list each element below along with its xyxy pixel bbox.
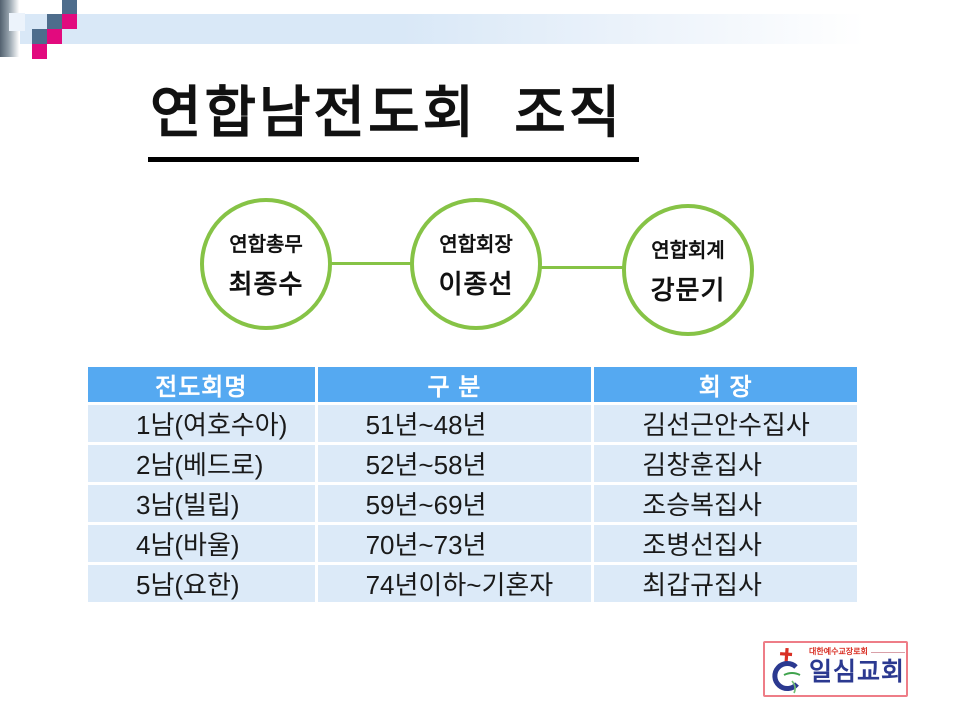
denomination-label: 대한예수교장로회 (809, 647, 868, 656)
page-title: 연합남전도회 조직 (148, 68, 640, 162)
cell-group-name: 5남(요한) (88, 565, 315, 602)
table-row: 4남(바울) 70년~73년 조병선집사 (88, 525, 857, 562)
cell-president: 조병선집사 (594, 525, 857, 562)
org-node-treasurer: 연합회계 강문기 (622, 204, 754, 336)
deco-square-slate (47, 14, 62, 29)
deco-square-magenta (62, 14, 77, 29)
org-connector-line (538, 266, 626, 269)
denomination-underline (870, 651, 905, 653)
deco-square-slate (32, 29, 47, 44)
cell-president: 김창훈집사 (594, 445, 857, 482)
cell-group-name: 2남(베드로) (88, 445, 315, 482)
table-row: 2남(베드로) 52년~58년 김창훈집사 (88, 445, 857, 482)
denomination-row: 대한예수교장로회 (809, 647, 905, 657)
table-header-row: 전도회명 구 분 회 장 (88, 367, 857, 402)
org-role-label: 연합총무 (229, 233, 303, 256)
cell-president: 조승복집사 (594, 485, 857, 522)
table-row: 5남(요한) 74년이하~기혼자 최갑규집사 (88, 565, 857, 602)
church-logo-badge: 대한예수교장로회 일심교회 (763, 641, 908, 697)
cell-group-name: 1남(여호수아) (88, 405, 315, 442)
mission-roster-table: 전도회명 구 분 회 장 1남(여호수아) 51년~48년 김선근안수집사 2남… (85, 364, 860, 605)
org-role-label: 연합회계 (651, 239, 725, 262)
church-logo-text: 대한예수교장로회 일심교회 (809, 647, 905, 687)
cell-division: 51년~48년 (317, 405, 592, 442)
cell-president: 최갑규집사 (594, 565, 857, 602)
cell-division: 74년이하~기혼자 (317, 565, 592, 602)
column-header-group-name: 전도회명 (88, 367, 315, 402)
cell-president: 김선근안수집사 (594, 405, 857, 442)
cell-division: 70년~73년 (317, 525, 592, 562)
cell-division: 52년~58년 (317, 445, 592, 482)
deco-square-magenta (32, 44, 47, 59)
org-person-name: 최종수 (228, 268, 304, 299)
deco-square-light (9, 13, 25, 31)
org-person-name: 강문기 (650, 274, 726, 305)
org-node-president: 연합회장 이종선 (410, 198, 542, 330)
column-header-division: 구 분 (317, 367, 592, 402)
church-logo-icon (770, 647, 808, 700)
org-role-label: 연합회장 (439, 233, 513, 256)
table-row: 3남(빌립) 59년~69년 조승복집사 (88, 485, 857, 522)
church-name-label: 일심교회 (809, 658, 906, 686)
deco-square-magenta (47, 29, 62, 44)
org-person-name: 이종선 (438, 268, 514, 299)
table-row: 1남(여호수아) 51년~48년 김선근안수집사 (88, 405, 857, 442)
deco-square-slate (62, 0, 77, 15)
cell-group-name: 3남(빌립) (88, 485, 315, 522)
column-header-president: 회 장 (594, 367, 857, 402)
org-node-secretary: 연합총무 최종수 (200, 198, 332, 330)
cell-division: 59년~69년 (317, 485, 592, 522)
top-band-decoration (10, 14, 882, 44)
cell-group-name: 4남(바울) (88, 525, 315, 562)
org-connector-line (328, 262, 414, 265)
